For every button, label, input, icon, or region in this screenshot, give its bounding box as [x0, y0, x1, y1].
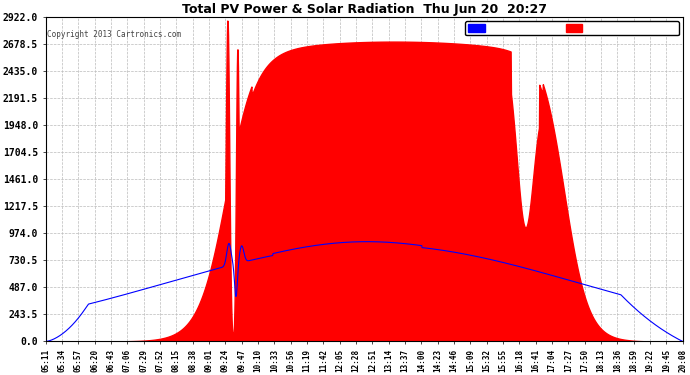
Text: Copyright 2013 Cartronics.com: Copyright 2013 Cartronics.com — [47, 30, 181, 39]
Title: Total PV Power & Solar Radiation  Thu Jun 20  20:27: Total PV Power & Solar Radiation Thu Jun… — [181, 3, 546, 16]
Legend: Radiation  (W/m2), PV Panels  (DC Watts): Radiation (W/m2), PV Panels (DC Watts) — [465, 21, 678, 35]
